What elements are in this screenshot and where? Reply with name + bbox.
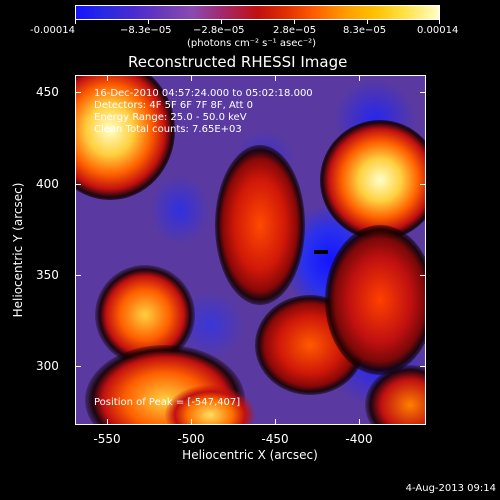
peak-marker: [314, 250, 328, 254]
colorbar: [75, 5, 440, 20]
hot-region: [325, 225, 426, 375]
x-tick-top: [107, 75, 108, 81]
colorbar-tick: [439, 20, 440, 24]
rhessi-image: 16-Dec-2010 04:57:24.000 to 05:02:18.000…: [75, 75, 426, 425]
clean-counts-label: Clean Total counts: 7.65E+03: [94, 124, 242, 135]
y-tick-label: 450: [36, 85, 59, 99]
date-stamp: 4-Aug-2013 09:14: [405, 483, 496, 494]
x-tick-label: -400: [345, 432, 373, 446]
y-tick: [75, 275, 81, 276]
heat-map: [75, 75, 426, 425]
hot-region: [165, 385, 255, 425]
x-tick: [107, 419, 108, 425]
colorbar-tick: [294, 20, 295, 24]
colorbar-label-1: -0.00014: [30, 25, 75, 36]
peak-position-label: Position of Peak = [-547,407]: [94, 397, 241, 408]
colorbar-label-2: −8.3e−05: [120, 25, 172, 36]
y-tick-label: 400: [36, 177, 59, 191]
y-tick-right: [420, 92, 426, 93]
y-tick-label: 300: [36, 359, 59, 373]
y-tick-label: 350: [36, 268, 59, 282]
image-title: Reconstructed RHESSI Image: [128, 53, 348, 71]
x-tick-label: -500: [177, 432, 205, 446]
y-tick-right: [420, 275, 426, 276]
colorbar-label-3: −2.8e−05: [193, 25, 245, 36]
cold-region: [150, 175, 210, 245]
colorbar-tick: [148, 20, 149, 24]
hot-region: [320, 120, 426, 240]
energy-range-label: Energy Range: 25.0 - 50.0 keV: [94, 112, 247, 123]
y-axis-title: Heliocentric Y (arcsec): [11, 182, 25, 318]
y-tick: [75, 184, 81, 185]
colorbar-tick: [221, 20, 222, 24]
colorbar-units: (photons cm⁻² s⁻¹ asec⁻²): [187, 38, 317, 49]
colorbar-label-6: 0.00014: [417, 25, 459, 36]
colorbar-label-5: 8.3e−05: [343, 25, 387, 36]
y-tick: [75, 366, 81, 367]
colorbar-tick: [75, 20, 76, 24]
x-tick: [359, 419, 360, 425]
x-tick: [275, 419, 276, 425]
colorbar-tick: [367, 20, 368, 24]
x-tick-label: -450: [261, 432, 289, 446]
hot-region: [215, 145, 305, 305]
y-tick: [75, 92, 81, 93]
colorbar-label-4: 2.8e−05: [273, 25, 317, 36]
y-tick-right: [420, 184, 426, 185]
x-axis-title: Heliocentric X (arcsec): [182, 448, 318, 462]
x-tick-label: -550: [93, 432, 121, 446]
y-tick-right: [420, 366, 426, 367]
detectors-label: Detectors: 4F 5F 6F 7F 8F, Att 0: [94, 100, 254, 111]
x-tick-top: [191, 75, 192, 81]
x-tick: [191, 419, 192, 425]
time-range-label: 16-Dec-2010 04:57:24.000 to 05:02:18.000: [94, 88, 313, 99]
x-tick-top: [359, 75, 360, 81]
x-tick-top: [275, 75, 276, 81]
